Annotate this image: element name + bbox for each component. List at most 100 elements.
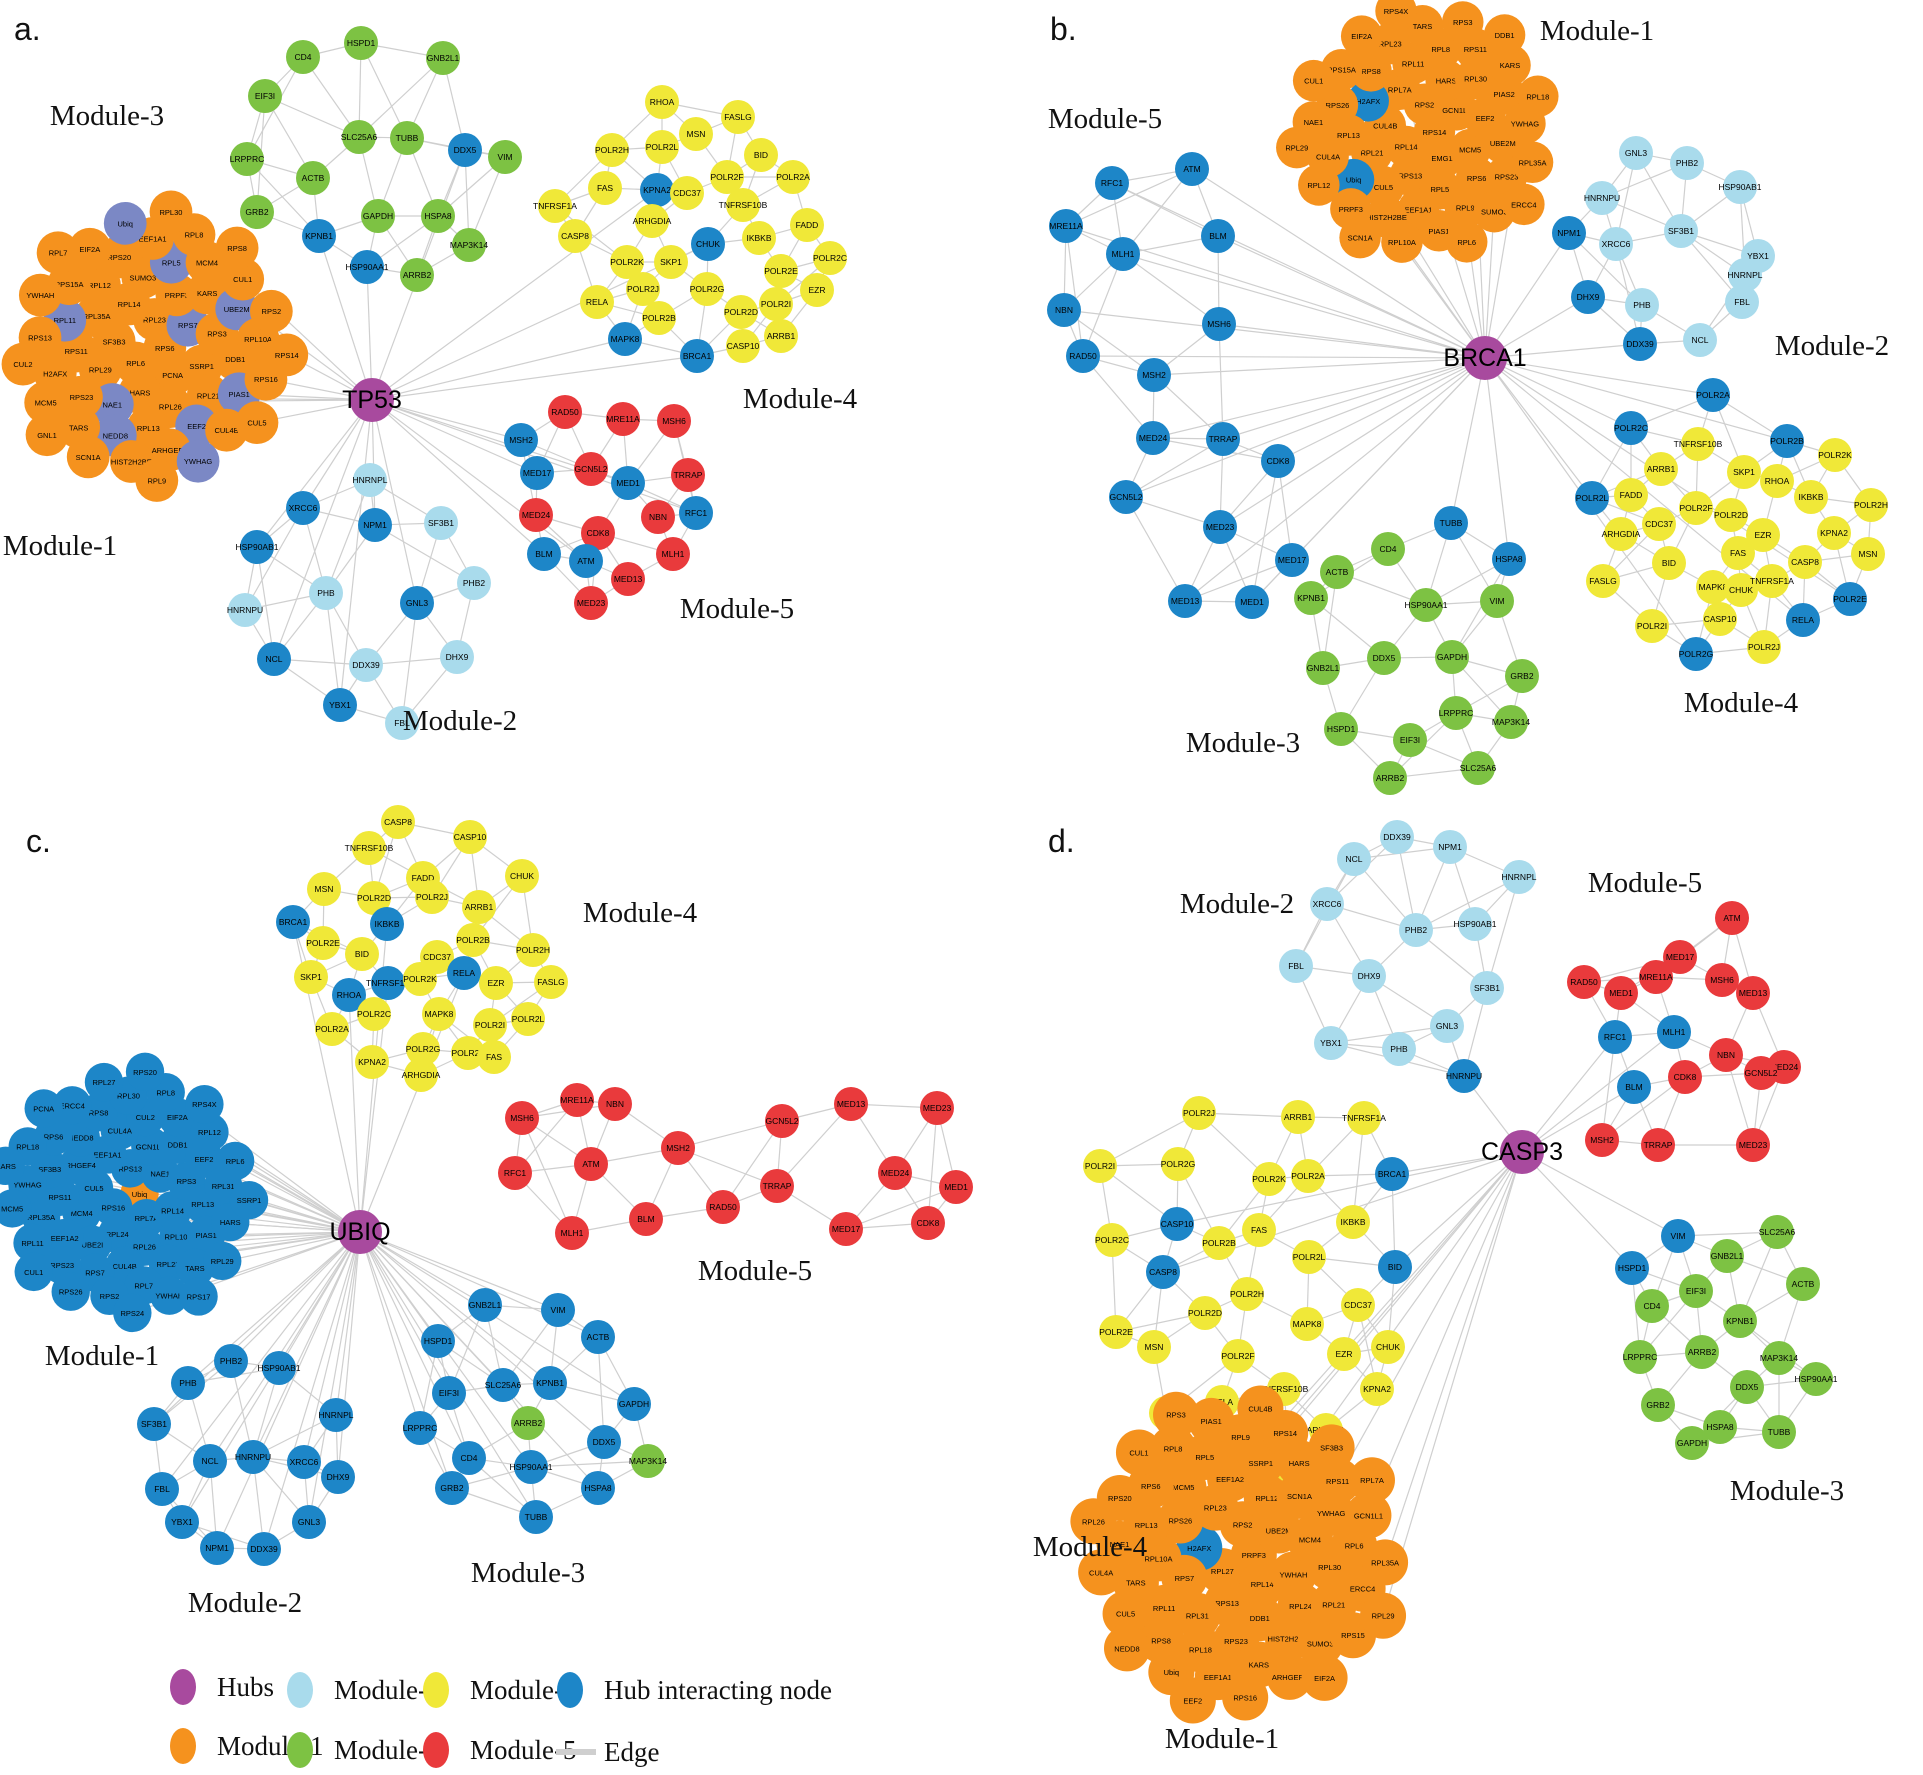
node-polr2h[interactable]	[1230, 1277, 1264, 1311]
node-skp1[interactable]	[1727, 455, 1761, 489]
node-polr2e[interactable]	[1833, 582, 1867, 616]
node-gnb2l1[interactable]	[1710, 1239, 1744, 1273]
node-atm[interactable]	[574, 1147, 608, 1181]
node-polr2f[interactable]	[710, 160, 744, 194]
node-polr2i[interactable]	[1083, 1149, 1117, 1183]
node-h2afx[interactable]	[1347, 80, 1389, 122]
node-gnl3[interactable]	[292, 1505, 326, 1539]
node-arhgdia[interactable]	[635, 204, 669, 238]
node-phb[interactable]	[1382, 1032, 1416, 1066]
node-nbn[interactable]	[1709, 1038, 1743, 1072]
node-eif2a[interactable]	[1340, 15, 1383, 57]
node-cd4[interactable]	[1635, 1289, 1669, 1323]
node-dhx9[interactable]	[440, 640, 474, 674]
node-med17[interactable]	[1663, 940, 1697, 974]
node-phb[interactable]	[171, 1366, 205, 1400]
node-rpl7a[interactable]	[1348, 1457, 1395, 1504]
node-cdk8[interactable]	[1668, 1060, 1702, 1094]
node-msh6[interactable]	[1705, 963, 1739, 997]
node-med24[interactable]	[878, 1156, 912, 1190]
node-tnfrsf10b[interactable]	[1681, 427, 1715, 461]
node-nbn[interactable]	[1047, 293, 1081, 327]
node-rps4x[interactable]	[1375, 0, 1417, 32]
node-polr2i[interactable]	[473, 1008, 507, 1042]
node-rps2[interactable]	[249, 289, 293, 333]
node-hspd1[interactable]	[344, 26, 378, 60]
node-polr2c[interactable]	[1614, 411, 1648, 445]
node-polr2k[interactable]	[610, 245, 644, 279]
node-pias1[interactable]	[1188, 1397, 1235, 1444]
node-kpnb1[interactable]	[533, 1366, 567, 1400]
node-vim[interactable]	[541, 1293, 575, 1327]
node-ikbkb[interactable]	[1794, 480, 1828, 514]
node-hspd1[interactable]	[1324, 712, 1358, 746]
node-gapdh[interactable]	[617, 1387, 651, 1421]
node-gnl3[interactable]	[1430, 1009, 1464, 1043]
node-actb[interactable]	[581, 1320, 615, 1354]
node-rela[interactable]	[580, 285, 614, 319]
node-arrb2[interactable]	[1373, 761, 1407, 795]
node-chuk[interactable]	[505, 859, 539, 893]
node-polr2f[interactable]	[1221, 1339, 1255, 1373]
node-rfc1[interactable]	[1598, 1020, 1632, 1054]
node-phb2[interactable]	[1670, 146, 1704, 180]
node-gnb2l1[interactable]	[1306, 651, 1340, 685]
node-polr2h[interactable]	[1854, 488, 1888, 522]
node-msh2[interactable]	[1585, 1123, 1619, 1157]
node-ywhah[interactable]	[18, 273, 62, 317]
node-gnl3[interactable]	[400, 586, 434, 620]
node-sf3b3[interactable]	[1308, 1424, 1355, 1471]
node-casp8[interactable]	[381, 805, 415, 839]
node-polr2b[interactable]	[1770, 424, 1804, 458]
node-ubiq[interactable]	[103, 201, 147, 245]
node-ercc4[interactable]	[52, 1086, 92, 1125]
node-fadd[interactable]	[1614, 478, 1648, 512]
node-ikbkb[interactable]	[370, 907, 404, 941]
node-sf3b1[interactable]	[424, 506, 458, 540]
node-polr2d[interactable]	[357, 881, 391, 915]
node-polr2g[interactable]	[1679, 637, 1713, 671]
node-gapdh[interactable]	[1675, 1426, 1709, 1460]
node-polr2a[interactable]	[776, 160, 810, 194]
node-hnrnpl[interactable]	[1728, 258, 1762, 292]
node-rela[interactable]	[1786, 603, 1820, 637]
node-rad50[interactable]	[1066, 339, 1100, 373]
node-faslg[interactable]	[1586, 564, 1620, 598]
node-cdc37[interactable]	[670, 176, 704, 210]
node-med1[interactable]	[1235, 585, 1269, 619]
node-kpnb1[interactable]	[302, 219, 336, 253]
node-ncl[interactable]	[193, 1444, 227, 1478]
node-polr2c[interactable]	[813, 241, 847, 275]
node-grb2[interactable]	[1505, 659, 1539, 693]
node-hsp90aa1[interactable]	[1799, 1362, 1833, 1396]
node-hnrnpu[interactable]	[236, 1440, 270, 1474]
node-med13[interactable]	[611, 562, 645, 596]
node-tnfrsf1a[interactable]	[371, 966, 405, 1000]
node-npm1[interactable]	[200, 1531, 234, 1565]
node-bid[interactable]	[744, 138, 778, 172]
node-polr2d[interactable]	[1188, 1296, 1222, 1330]
node-cd4[interactable]	[452, 1441, 486, 1475]
node-polr2j[interactable]	[415, 880, 449, 914]
node-rpl6[interactable]	[215, 1141, 255, 1181]
node-polr2d[interactable]	[1714, 498, 1748, 532]
node-fas[interactable]	[588, 171, 622, 205]
node-mcm5[interactable]	[0, 1189, 32, 1228]
node-msh6[interactable]	[657, 404, 691, 438]
node-polr2j[interactable]	[626, 272, 660, 306]
node-casp8[interactable]	[558, 219, 592, 253]
node-mlh1[interactable]	[555, 1216, 589, 1250]
node-scn1a[interactable]	[1339, 216, 1381, 259]
node-arhgdia[interactable]	[1604, 517, 1638, 551]
node-ncl[interactable]	[1337, 842, 1371, 876]
node-cdc37[interactable]	[1642, 507, 1676, 541]
node-scn1a[interactable]	[66, 435, 110, 479]
node-phb[interactable]	[1625, 288, 1659, 322]
node-rpl27[interactable]	[84, 1062, 124, 1102]
node-arrb1[interactable]	[462, 890, 496, 924]
node-rps3[interactable]	[1442, 1, 1484, 43]
node-slc25a6[interactable]	[486, 1368, 520, 1402]
node-ercc4[interactable]	[1503, 183, 1545, 226]
node-arrb1[interactable]	[764, 319, 798, 353]
node-polr2k[interactable]	[403, 962, 437, 996]
